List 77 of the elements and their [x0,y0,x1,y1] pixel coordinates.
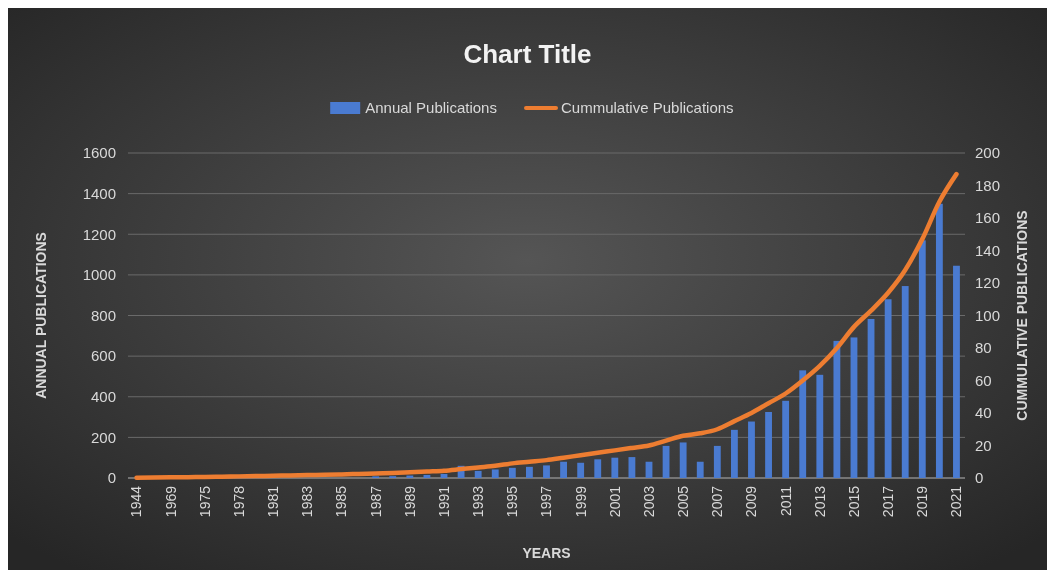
bar [730,429,738,478]
x-tick-label: 2015 [845,485,862,518]
x-tick-label: 2005 [675,485,692,518]
x-tick-label: 2021 [948,485,965,518]
x-tick-label: 1985 [333,485,350,518]
y-tick-label: 0 [107,469,116,487]
legend-label: Cummulative Publications [561,99,734,117]
bar [816,374,824,478]
x-tick-label: 2001 [606,485,623,518]
y2-tick-label: 20 [975,436,992,454]
x-tick-label: 2007 [709,485,726,518]
x-tick-label: 1999 [572,485,589,518]
bar [696,461,704,478]
bar [935,203,943,478]
x-tick-label: 2013 [811,485,828,518]
bar [474,470,482,478]
bar [918,240,926,478]
x-tick-label: 1993 [470,485,487,518]
bar [594,459,602,478]
x-tick-label: 1983 [299,485,316,518]
bar [508,467,516,478]
y2-tick-label: 140 [975,241,1001,259]
x-tick-label: 2017 [880,485,897,518]
x-tick-label: 1995 [504,485,521,518]
y2-tick-label: 40 [975,404,992,422]
x-tick-label: 1975 [196,485,213,518]
x-tick-label: 1991 [435,485,452,518]
x-tick-label: 1989 [401,485,418,518]
y-tick-label: 1400 [82,184,116,202]
bar [679,442,687,478]
y2-axis-title: CUMMULATIVE PUBLICATIONS [1014,210,1030,421]
x-tick-label: 1987 [367,485,384,518]
y-axis-title: ANNUAL PUBLICATIONS [33,232,49,399]
y2-tick-label: 0 [975,469,984,487]
x-axis-title: YEARS [522,545,571,561]
y2-tick-label: 180 [975,176,1001,194]
bar [526,466,533,478]
y2-tick-label: 60 [975,371,992,389]
y2-tick-label: 120 [975,274,1001,292]
bar [799,370,807,478]
y2-tick-label: 100 [975,306,1001,324]
bar [713,445,721,478]
bar [560,461,567,478]
y2-tick-label: 200 [975,144,1001,162]
x-tick-label: 1997 [538,485,555,518]
y-tick-label: 1000 [82,266,116,284]
bar [953,265,960,478]
x-tick-label: 2009 [743,485,760,518]
y-tick-label: 1200 [82,225,116,243]
y-tick-label: 1600 [82,144,116,162]
y-tick-label: 200 [90,428,116,446]
bar [765,411,772,478]
y2-tick-label: 80 [975,339,992,357]
bar [543,465,550,478]
chart-title: Chart Title [463,39,592,69]
y-tick-label: 800 [90,306,116,324]
bar [628,457,636,478]
line-series [134,171,959,480]
bar [833,340,841,478]
bar [782,400,790,478]
bar [901,286,909,478]
x-tick-label: 2003 [640,485,657,518]
bar [611,457,619,478]
x-tick-label: 1978 [230,485,247,518]
bar [491,469,499,478]
x-tick-label: 2019 [914,485,931,518]
y-tick-label: 600 [90,347,116,365]
bar [884,299,892,478]
bar [748,421,755,478]
x-tick-label: 1969 [162,485,179,518]
y2-tick-label: 160 [975,209,1001,227]
x-tick-label: 1944 [128,485,145,518]
legend-label: Annual Publications [365,99,497,117]
x-tick-label: 2011 [777,485,794,517]
x-tick-label: 1981 [265,485,282,518]
y-tick-label: 400 [90,388,116,405]
bar [577,462,585,478]
